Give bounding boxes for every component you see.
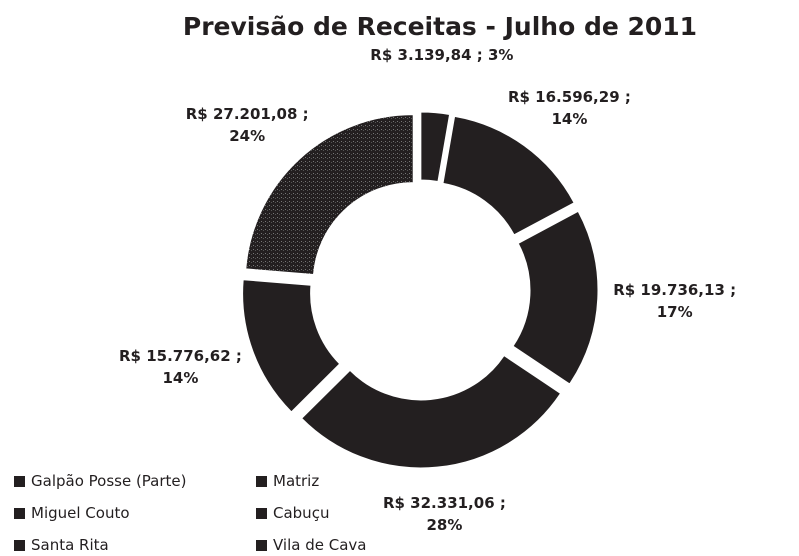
legend-swatch: [256, 508, 267, 519]
legend-swatch: [14, 476, 25, 487]
legend-entry: Santa Rita: [14, 536, 109, 554]
data-label: R$ 3.139,84 ; 3%: [370, 45, 514, 64]
data-label: R$ 27.201,08 ; 24%: [185, 104, 309, 145]
legend-swatch: [256, 476, 267, 487]
legend-entry: Vila de Cava: [256, 536, 366, 554]
legend-label: Cabuçu: [273, 504, 330, 522]
legend-swatch: [256, 540, 267, 551]
legend-label: Miguel Couto: [31, 504, 130, 522]
legend-label: Vila de Cava: [273, 536, 367, 554]
data-label: R$ 16.596,29 ; 14%: [507, 87, 631, 128]
legend-label: Matriz: [273, 472, 320, 490]
data-label: R$ 32.331,06 ; 28%: [382, 493, 506, 534]
donut-slice: [512, 210, 599, 385]
data-label: R$ 19.736,13 ; 17%: [613, 281, 737, 322]
legend-entry: Miguel Couto: [14, 504, 130, 522]
legend-swatch: [14, 508, 25, 519]
chart-title: Previsão de Receitas - Julho de 2011: [182, 12, 698, 41]
donut-slice: [242, 279, 341, 413]
donut-slice: [420, 111, 451, 183]
legend-label: Galpão Posse (Parte): [31, 472, 187, 490]
legend-swatch: [14, 540, 25, 551]
donut-slice: [442, 115, 575, 236]
legend-entry: Cabuçu: [256, 504, 329, 522]
donut-slice: [301, 354, 562, 469]
legend-entry: Galpão Posse (Parte): [14, 472, 187, 490]
data-label: R$ 15.776,62 ; 14%: [119, 347, 242, 388]
legend-entry: Matriz: [256, 472, 319, 490]
donut-slice: [245, 114, 414, 276]
legend-label: Santa Rita: [31, 536, 109, 554]
